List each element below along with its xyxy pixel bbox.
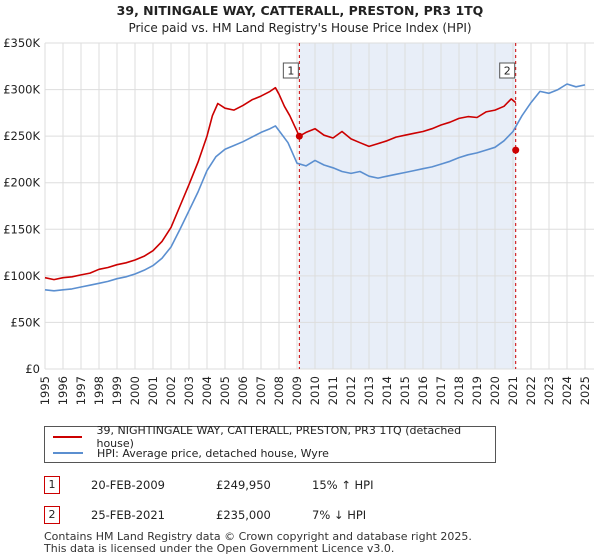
legend-item-hpi: HPI: Average price, detached house, Wyre (53, 445, 329, 461)
transaction-row: 1 20-FEB-2009 £249,950 15% ↑ HPI (44, 476, 564, 496)
transaction-hpi: 15% ↑ HPI (312, 478, 374, 492)
sale-label-box (282, 62, 299, 79)
x-tick-label: 2013 (362, 376, 376, 405)
x-tick-label: 1999 (110, 376, 124, 405)
x-tick-label: 2008 (272, 376, 286, 405)
x-tick-label: 1995 (38, 376, 52, 405)
transaction-row: 2 25-FEB-2021 £235,000 7% ↓ HPI (44, 506, 564, 526)
price-chart: 39, NITINGALE WAY, CATTERALL, PRESTON, P… (3, 3, 594, 405)
x-tick-label: 2016 (416, 376, 430, 405)
transaction-badge: 1 (44, 476, 60, 494)
y-tick-label: £250K (3, 129, 40, 143)
sale-point (512, 146, 520, 154)
x-tick-label: 2007 (254, 376, 268, 405)
footer: Contains HM Land Registry data © Crown c… (44, 531, 472, 555)
x-tick-label: 1998 (92, 376, 106, 405)
y-tick-label: £100K (3, 269, 40, 283)
chart-title: 39, NITINGALE WAY, CATTERALL, PRESTON, P… (117, 3, 484, 18)
legend-swatch-hpi (53, 452, 83, 454)
x-tick-label: 2018 (452, 376, 466, 405)
transaction-price: £249,950 (216, 478, 271, 492)
transaction-date: 25-FEB-2021 (91, 508, 165, 522)
legend-swatch-property (53, 436, 83, 438)
sale-label: 2 (504, 65, 511, 78)
x-tick-label: 2024 (560, 376, 574, 405)
legend: 39, NIGHTINGALE WAY, CATTERALL, PRESTON,… (44, 424, 496, 463)
transaction-price: £235,000 (216, 508, 271, 522)
y-tick-label: £150K (3, 222, 40, 236)
y-tick-label: £300K (3, 83, 40, 97)
legend-label-property: 39, NIGHTINGALE WAY, CATTERALL, PRESTON,… (96, 424, 462, 450)
sale-point (295, 132, 303, 140)
y-tick-label: £50K (11, 315, 41, 329)
x-tick-label: 1996 (56, 376, 70, 405)
x-tick-label: 2005 (218, 376, 232, 405)
x-tick-label: 2014 (380, 376, 394, 405)
y-tick-label: £350K (3, 36, 40, 50)
y-tick-label: £200K (3, 176, 40, 190)
shaded-period (299, 43, 516, 369)
x-tick-label: 2015 (398, 376, 412, 405)
x-tick-label: 2000 (128, 376, 142, 405)
x-tick-label: 1997 (74, 376, 88, 405)
x-tick-label: 2012 (344, 376, 358, 405)
legend-label-hpi: HPI: Average price, detached house, Wyre (97, 446, 329, 460)
x-tick-label: 2017 (434, 376, 448, 405)
footer-line-2: This data is licensed under the Open Gov… (44, 542, 395, 555)
property-line (44, 86, 517, 281)
legend-item-property: 39, NIGHTINGALE WAY, CATTERALL, PRESTON,… (53, 424, 495, 450)
x-tick-label: 2022 (524, 376, 538, 405)
x-tick-label: 2023 (542, 376, 556, 405)
x-tick-label: 2020 (488, 376, 502, 405)
chart-subtitle: Price paid vs. HM Land Registry's House … (128, 21, 471, 35)
hpi-line (44, 83, 586, 292)
x-tick-label: 2004 (200, 376, 214, 405)
sale-label: 1 (287, 65, 294, 78)
x-tick-label: 2010 (308, 376, 322, 405)
x-tick-label: 2001 (146, 376, 160, 405)
transaction-hpi: 7% ↓ HPI (312, 508, 367, 522)
y-tick-label: £0 (25, 362, 40, 376)
x-tick-label: 2003 (182, 376, 196, 405)
x-tick-label: 2019 (470, 376, 484, 405)
x-tick-label: 2025 (578, 376, 592, 405)
x-tick-label: 2006 (236, 376, 250, 405)
footer-line-1: Contains HM Land Registry data © Crown c… (44, 530, 472, 543)
x-tick-label: 2021 (506, 376, 520, 405)
transaction-date: 20-FEB-2009 (91, 478, 165, 492)
x-tick-label: 2009 (290, 376, 304, 405)
x-tick-label: 2011 (326, 376, 340, 405)
x-tick-label: 2002 (164, 376, 178, 405)
transaction-badge: 2 (44, 506, 60, 524)
sale-label-box (499, 62, 516, 79)
